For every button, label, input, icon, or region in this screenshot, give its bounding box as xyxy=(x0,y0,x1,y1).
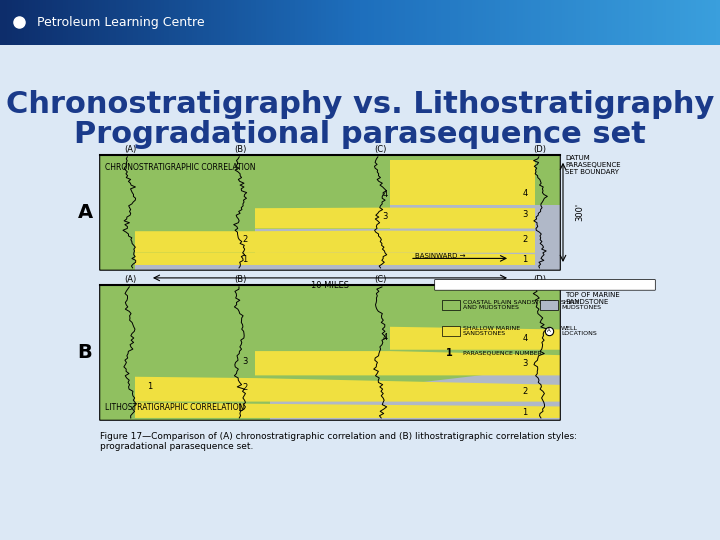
Text: 4: 4 xyxy=(382,333,387,342)
Text: BASINWARD →: BASINWARD → xyxy=(415,253,466,259)
Text: 2: 2 xyxy=(243,383,248,392)
Text: DATUM
TOP OF MARINE
SANDSTONE: DATUM TOP OF MARINE SANDSTONE xyxy=(565,285,620,305)
Text: 3: 3 xyxy=(382,212,387,221)
Text: WELL
LOCATIONS: WELL LOCATIONS xyxy=(561,326,597,336)
Polygon shape xyxy=(360,188,535,201)
Text: (A): (A) xyxy=(124,275,136,284)
Text: Chronostratigraphy vs. Lithostratigraphy: Chronostratigraphy vs. Lithostratigraphy xyxy=(6,90,714,119)
Polygon shape xyxy=(100,285,560,420)
Text: Figure 17—Comparison of (A) chronostratigraphic correlation and (B) lithostratig: Figure 17—Comparison of (A) chronostrati… xyxy=(100,432,577,451)
FancyBboxPatch shape xyxy=(99,285,560,420)
Text: (B): (B) xyxy=(234,145,246,154)
Text: A: A xyxy=(547,328,551,333)
Text: 3: 3 xyxy=(243,357,248,366)
Text: (C): (C) xyxy=(374,275,386,284)
Polygon shape xyxy=(390,327,560,350)
Polygon shape xyxy=(135,231,535,253)
Text: 2: 2 xyxy=(523,387,528,396)
Text: CHRONOSTRATIGRAPHIC CORRELATION: CHRONOSTRATIGRAPHIC CORRELATION xyxy=(105,163,256,172)
Text: 4: 4 xyxy=(382,190,387,199)
Polygon shape xyxy=(255,351,560,375)
Text: 1: 1 xyxy=(523,255,528,264)
Text: 300': 300' xyxy=(575,204,584,221)
Text: (B): (B) xyxy=(234,275,246,284)
Polygon shape xyxy=(135,155,255,253)
FancyBboxPatch shape xyxy=(0,45,720,540)
Polygon shape xyxy=(100,285,270,420)
Text: (C): (C) xyxy=(374,145,386,154)
Text: COASTAL PLAIN SANDSTONES
AND MUDSTONES: COASTAL PLAIN SANDSTONES AND MUDSTONES xyxy=(463,300,557,310)
Text: SHALLOW MARINE
SANDSTONES: SHALLOW MARINE SANDSTONES xyxy=(463,326,520,336)
Bar xyxy=(442,326,460,336)
Text: 1: 1 xyxy=(446,348,453,358)
Text: LITHOSTRATIGRAPHIC CORRELATION: LITHOSTRATIGRAPHIC CORRELATION xyxy=(105,403,244,412)
Text: DATUM
PARASEQUENCE
SET BOUNDARY: DATUM PARASEQUENCE SET BOUNDARY xyxy=(565,155,621,175)
Bar xyxy=(540,300,558,310)
Text: 4: 4 xyxy=(523,188,528,198)
Text: B: B xyxy=(78,343,92,362)
Polygon shape xyxy=(255,207,535,228)
Polygon shape xyxy=(135,253,535,265)
Polygon shape xyxy=(255,155,390,229)
Polygon shape xyxy=(390,285,560,326)
Polygon shape xyxy=(135,377,560,402)
Text: 1: 1 xyxy=(523,408,528,416)
Text: Petroleum Learning Centre: Petroleum Learning Centre xyxy=(37,16,205,29)
Polygon shape xyxy=(110,249,535,265)
Text: (D): (D) xyxy=(534,145,546,154)
Text: 2: 2 xyxy=(523,235,528,244)
Text: 3: 3 xyxy=(522,360,528,368)
Polygon shape xyxy=(100,160,130,250)
Polygon shape xyxy=(110,231,535,248)
Text: (D): (D) xyxy=(534,275,546,284)
Text: (A): (A) xyxy=(124,145,136,154)
Text: A: A xyxy=(78,203,93,222)
Bar xyxy=(442,300,460,310)
Polygon shape xyxy=(220,210,535,225)
Text: 10 MILES: 10 MILES xyxy=(311,281,349,290)
Polygon shape xyxy=(135,402,560,418)
Text: SHELF
MUDSTONES: SHELF MUDSTONES xyxy=(561,300,601,310)
Text: 1: 1 xyxy=(238,404,243,413)
Text: 2: 2 xyxy=(243,235,248,244)
Text: PARASEQUENCE NUMBER: PARASEQUENCE NUMBER xyxy=(463,350,542,355)
Polygon shape xyxy=(390,155,560,205)
Text: 4: 4 xyxy=(523,334,528,343)
Polygon shape xyxy=(100,155,135,270)
Text: 1: 1 xyxy=(148,382,153,392)
Text: 1: 1 xyxy=(243,255,248,264)
FancyBboxPatch shape xyxy=(99,154,560,270)
Text: 3: 3 xyxy=(522,210,528,219)
Polygon shape xyxy=(390,160,535,205)
FancyBboxPatch shape xyxy=(435,280,655,290)
Text: Progradational parasequence set: Progradational parasequence set xyxy=(74,120,646,150)
